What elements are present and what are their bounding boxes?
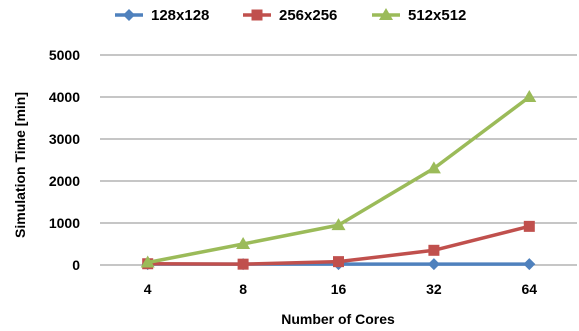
data-point-256x256 (237, 258, 249, 270)
y-axis-title: Simulation Time [min] (12, 92, 28, 238)
x-tick-label: 16 (331, 281, 347, 297)
y-tick-label: 2000 (49, 173, 80, 189)
data-point-128x128 (427, 258, 440, 271)
legend-item-512x512: 512x512 (372, 7, 466, 24)
y-tick-label: 1000 (49, 215, 80, 231)
data-point-512x512 (140, 255, 155, 268)
legend-marker (379, 8, 393, 20)
legend: 128x128 256x256 512x512 (115, 7, 466, 24)
series-group (140, 90, 537, 271)
y-axis-ticks: 0 1000 2000 3000 4000 5000 (49, 47, 80, 273)
legend-label: 256x256 (279, 7, 337, 24)
x-tick-label: 64 (522, 281, 538, 297)
x-tick-label: 4 (144, 281, 152, 297)
data-point-512x512 (331, 218, 346, 231)
legend-item-128x128: 128x128 (115, 7, 209, 24)
legend-item-256x256: 256x256 (243, 7, 337, 24)
y-tick-label: 3000 (49, 131, 80, 147)
data-point-256x256 (523, 220, 535, 232)
y-tick-label: 4000 (49, 89, 80, 105)
legend-label: 128x128 (151, 7, 209, 24)
data-point-256x256 (428, 244, 440, 256)
data-point-512x512 (426, 161, 441, 174)
legend-marker (251, 9, 263, 21)
legend-label: 512x512 (408, 7, 466, 24)
data-point-256x256 (333, 256, 344, 268)
data-point-128x128 (523, 258, 536, 271)
series-512x512 (140, 90, 537, 268)
data-point-512x512 (236, 237, 251, 249)
legend-marker (123, 9, 135, 21)
series-line-512x512 (147, 95, 531, 265)
x-tick-label: 32 (426, 281, 442, 297)
y-tick-label: 5000 (49, 47, 80, 63)
x-tick-label: 8 (239, 281, 247, 297)
y-tick-label: 0 (72, 257, 80, 273)
data-point-512x512 (522, 90, 537, 102)
x-axis-title: Number of Cores (281, 311, 395, 327)
x-axis-ticks: 4 8 16 32 64 (144, 281, 537, 297)
